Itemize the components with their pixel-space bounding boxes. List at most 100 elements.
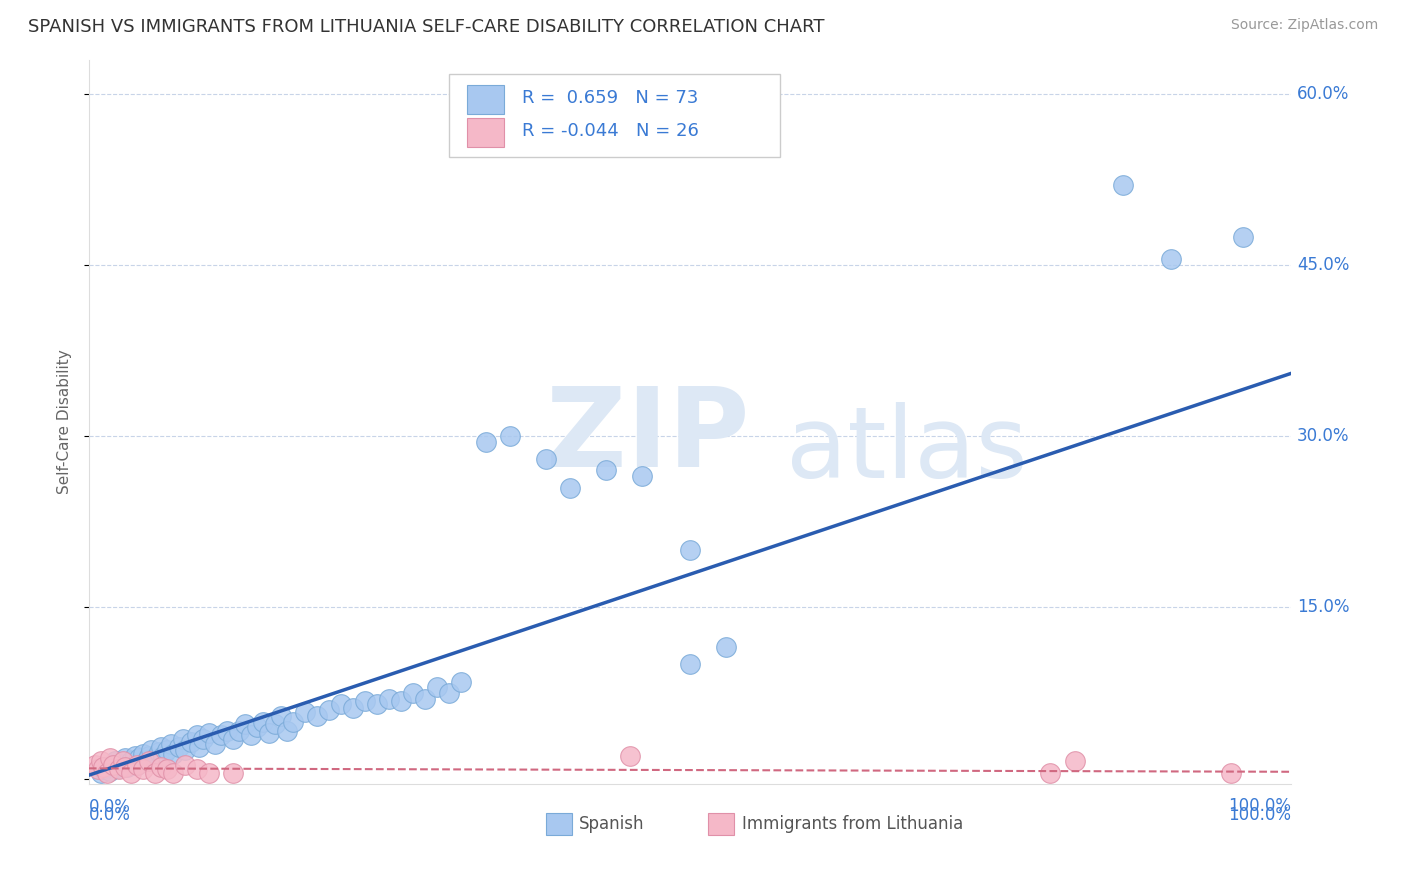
Text: R = -0.044   N = 26: R = -0.044 N = 26 [522, 121, 699, 140]
Point [294, 706, 316, 720]
Point [117, 760, 139, 774]
Point [100, 764, 122, 778]
Point [276, 723, 298, 738]
Point [132, 747, 155, 761]
Point [240, 728, 263, 742]
FancyBboxPatch shape [467, 118, 503, 146]
Point [246, 720, 269, 734]
Text: 15.0%: 15.0% [1296, 599, 1350, 616]
Point [152, 748, 174, 763]
Point [96, 765, 118, 780]
Point [1039, 765, 1062, 780]
Point [104, 755, 127, 769]
Point [389, 694, 412, 708]
Point [450, 674, 472, 689]
Point [283, 714, 305, 729]
Point [222, 731, 245, 746]
Point [252, 714, 274, 729]
Point [124, 748, 146, 763]
Point [138, 755, 160, 769]
Point [111, 755, 134, 769]
Point [108, 761, 131, 775]
Text: 60.0%: 60.0% [1296, 85, 1350, 103]
Point [233, 716, 256, 731]
Text: atlas: atlas [786, 402, 1028, 500]
Point [172, 731, 194, 746]
Point [426, 681, 449, 695]
Point [354, 694, 377, 708]
Point [111, 756, 134, 771]
Point [264, 716, 287, 731]
Point [1219, 765, 1241, 780]
Point [135, 753, 157, 767]
Point [167, 739, 190, 754]
Point [132, 763, 155, 777]
Point [101, 758, 124, 772]
Point [209, 728, 232, 742]
Point [162, 765, 184, 780]
FancyBboxPatch shape [707, 814, 734, 835]
Point [83, 758, 105, 772]
Text: Source: ZipAtlas.com: Source: ZipAtlas.com [1230, 18, 1378, 32]
Point [1063, 755, 1085, 769]
Point [188, 739, 211, 754]
Point [128, 751, 150, 765]
FancyBboxPatch shape [450, 74, 780, 157]
Point [679, 543, 702, 558]
Point [100, 751, 122, 765]
Point [156, 763, 179, 777]
Point [186, 728, 208, 742]
Text: 100.0%: 100.0% [1227, 797, 1291, 814]
Point [90, 755, 112, 769]
Point [498, 429, 520, 443]
Point [162, 747, 184, 761]
Point [1111, 178, 1133, 193]
Point [125, 758, 148, 772]
Point [149, 739, 172, 754]
Point [101, 758, 124, 772]
Point [534, 452, 557, 467]
Point [174, 743, 197, 757]
Point [198, 765, 221, 780]
Point [595, 463, 617, 477]
Text: ZIP: ZIP [546, 383, 749, 490]
Text: 45.0%: 45.0% [1296, 256, 1350, 274]
Point [141, 743, 163, 757]
Text: R =  0.659   N = 73: R = 0.659 N = 73 [522, 89, 697, 107]
Point [156, 743, 179, 757]
FancyBboxPatch shape [546, 814, 572, 835]
Point [378, 691, 401, 706]
Point [90, 765, 112, 780]
Text: 100.0%: 100.0% [1227, 806, 1291, 824]
Point [125, 758, 148, 772]
FancyBboxPatch shape [467, 85, 503, 114]
Point [159, 738, 181, 752]
Point [91, 760, 114, 774]
Text: 0.0%: 0.0% [89, 798, 131, 816]
Text: 0.0%: 0.0% [89, 806, 131, 824]
Point [186, 763, 208, 777]
Point [415, 691, 437, 706]
Point [114, 760, 136, 774]
Point [138, 748, 160, 763]
Point [143, 765, 166, 780]
Text: 30.0%: 30.0% [1296, 427, 1350, 445]
Point [217, 723, 239, 738]
Point [228, 723, 250, 738]
Point [558, 481, 581, 495]
Point [204, 738, 226, 752]
Point [318, 703, 340, 717]
Point [270, 709, 292, 723]
Point [191, 731, 214, 746]
Point [180, 735, 202, 749]
Point [120, 755, 142, 769]
Text: SPANISH VS IMMIGRANTS FROM LITHUANIA SELF-CARE DISABILITY CORRELATION CHART: SPANISH VS IMMIGRANTS FROM LITHUANIA SEL… [28, 18, 825, 36]
Point [402, 686, 425, 700]
Text: Spanish: Spanish [579, 815, 645, 833]
Point [619, 748, 641, 763]
Point [1160, 252, 1182, 267]
Point [630, 469, 652, 483]
Point [114, 751, 136, 765]
Point [330, 698, 353, 712]
Text: Immigrants from Lithuania: Immigrants from Lithuania [741, 815, 963, 833]
